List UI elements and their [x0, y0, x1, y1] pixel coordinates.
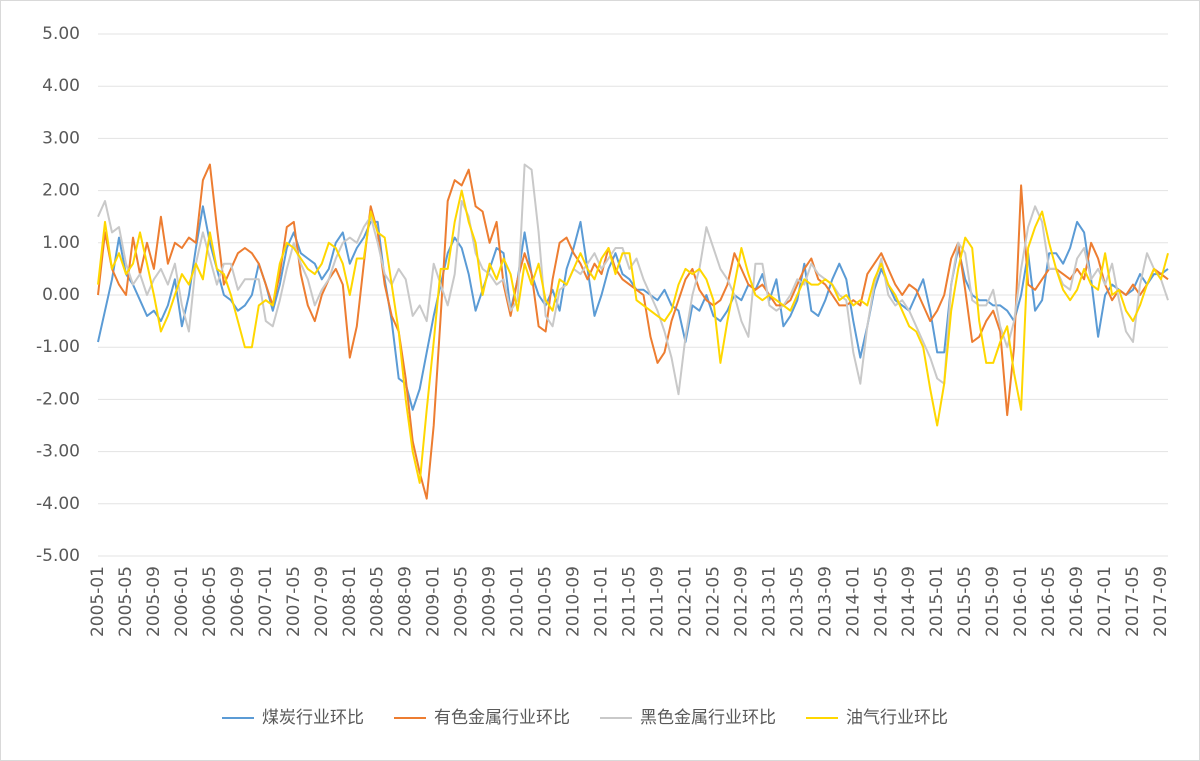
legend-label: 黑色金属行业环比 — [640, 708, 776, 728]
x-tick-label: 2014-05 — [871, 566, 891, 637]
y-tick-label: -3.00 — [36, 442, 80, 462]
x-tick-label: 2012-09 — [731, 566, 751, 637]
x-tick-label: 2005-05 — [116, 566, 136, 637]
x-tick-label: 2010-09 — [564, 566, 584, 637]
x-tick-label: 2005-01 — [88, 566, 108, 637]
x-tick-label: 2012-01 — [675, 566, 695, 637]
series-line — [97, 205, 1169, 411]
x-tick-label: 2007-05 — [284, 566, 304, 637]
x-tick-label: 2006-05 — [200, 566, 220, 637]
y-tick-label: -5.00 — [36, 546, 80, 566]
x-tick-label: 2007-09 — [312, 566, 332, 637]
x-tick-label: 2013-05 — [787, 566, 807, 637]
x-tick-label: 2008-05 — [368, 566, 388, 637]
x-tick-label: 2017-09 — [1151, 566, 1171, 637]
series-line — [97, 163, 1169, 396]
legend-label: 煤炭行业环比 — [262, 708, 364, 728]
y-tick-label: -4.00 — [36, 494, 80, 514]
x-tick-label: 2017-01 — [1095, 566, 1115, 637]
x-tick-label: 2014-09 — [899, 566, 919, 637]
x-tick-label: 2008-01 — [340, 566, 360, 637]
x-tick-label: 2015-01 — [927, 566, 947, 637]
x-tick-label: 2014-01 — [843, 566, 863, 637]
series-line — [97, 189, 1169, 484]
y-tick-label: -1.00 — [36, 337, 80, 357]
x-tick-label: 2016-09 — [1067, 566, 1087, 637]
x-tick-label: 2015-09 — [983, 566, 1003, 637]
x-tick-label: 2008-09 — [396, 566, 416, 637]
x-tick-label: 2006-09 — [228, 566, 248, 637]
x-tick-label: 2011-01 — [592, 566, 612, 637]
x-tick-label: 2016-05 — [1039, 566, 1059, 637]
x-tick-label: 2013-09 — [815, 566, 835, 637]
y-tick-label: 5.00 — [42, 24, 80, 44]
x-tick-label: 2009-05 — [452, 566, 472, 637]
y-tick-label: 2.00 — [42, 181, 80, 201]
x-tick-label: 2009-09 — [480, 566, 500, 637]
x-tick-label: 2015-05 — [955, 566, 975, 637]
y-tick-label: -2.00 — [36, 389, 80, 409]
x-tick-label: 2012-05 — [703, 566, 723, 637]
y-tick-label: 3.00 — [42, 128, 80, 148]
x-tick-label: 2007-01 — [256, 566, 276, 637]
x-tick-label: 2017-05 — [1123, 566, 1143, 637]
x-tick-label: 2011-09 — [647, 566, 667, 637]
y-tick-label: 1.00 — [42, 233, 80, 253]
x-tick-label: 2013-01 — [759, 566, 779, 637]
y-tick-label: 4.00 — [42, 76, 80, 96]
x-tick-label: 2005-09 — [144, 566, 164, 637]
x-tick-label: 2010-01 — [508, 566, 528, 637]
legend-label: 有色金属行业环比 — [434, 708, 570, 728]
x-tick-label: 2016-01 — [1011, 566, 1031, 637]
x-tick-label: 2006-01 — [172, 566, 192, 637]
x-tick-label: 2009-01 — [424, 566, 444, 637]
x-tick-label: 2011-05 — [620, 566, 640, 637]
legend-label: 油气行业环比 — [846, 708, 948, 728]
x-tick-label: 2010-05 — [536, 566, 556, 637]
y-tick-label: 0.00 — [42, 285, 80, 305]
